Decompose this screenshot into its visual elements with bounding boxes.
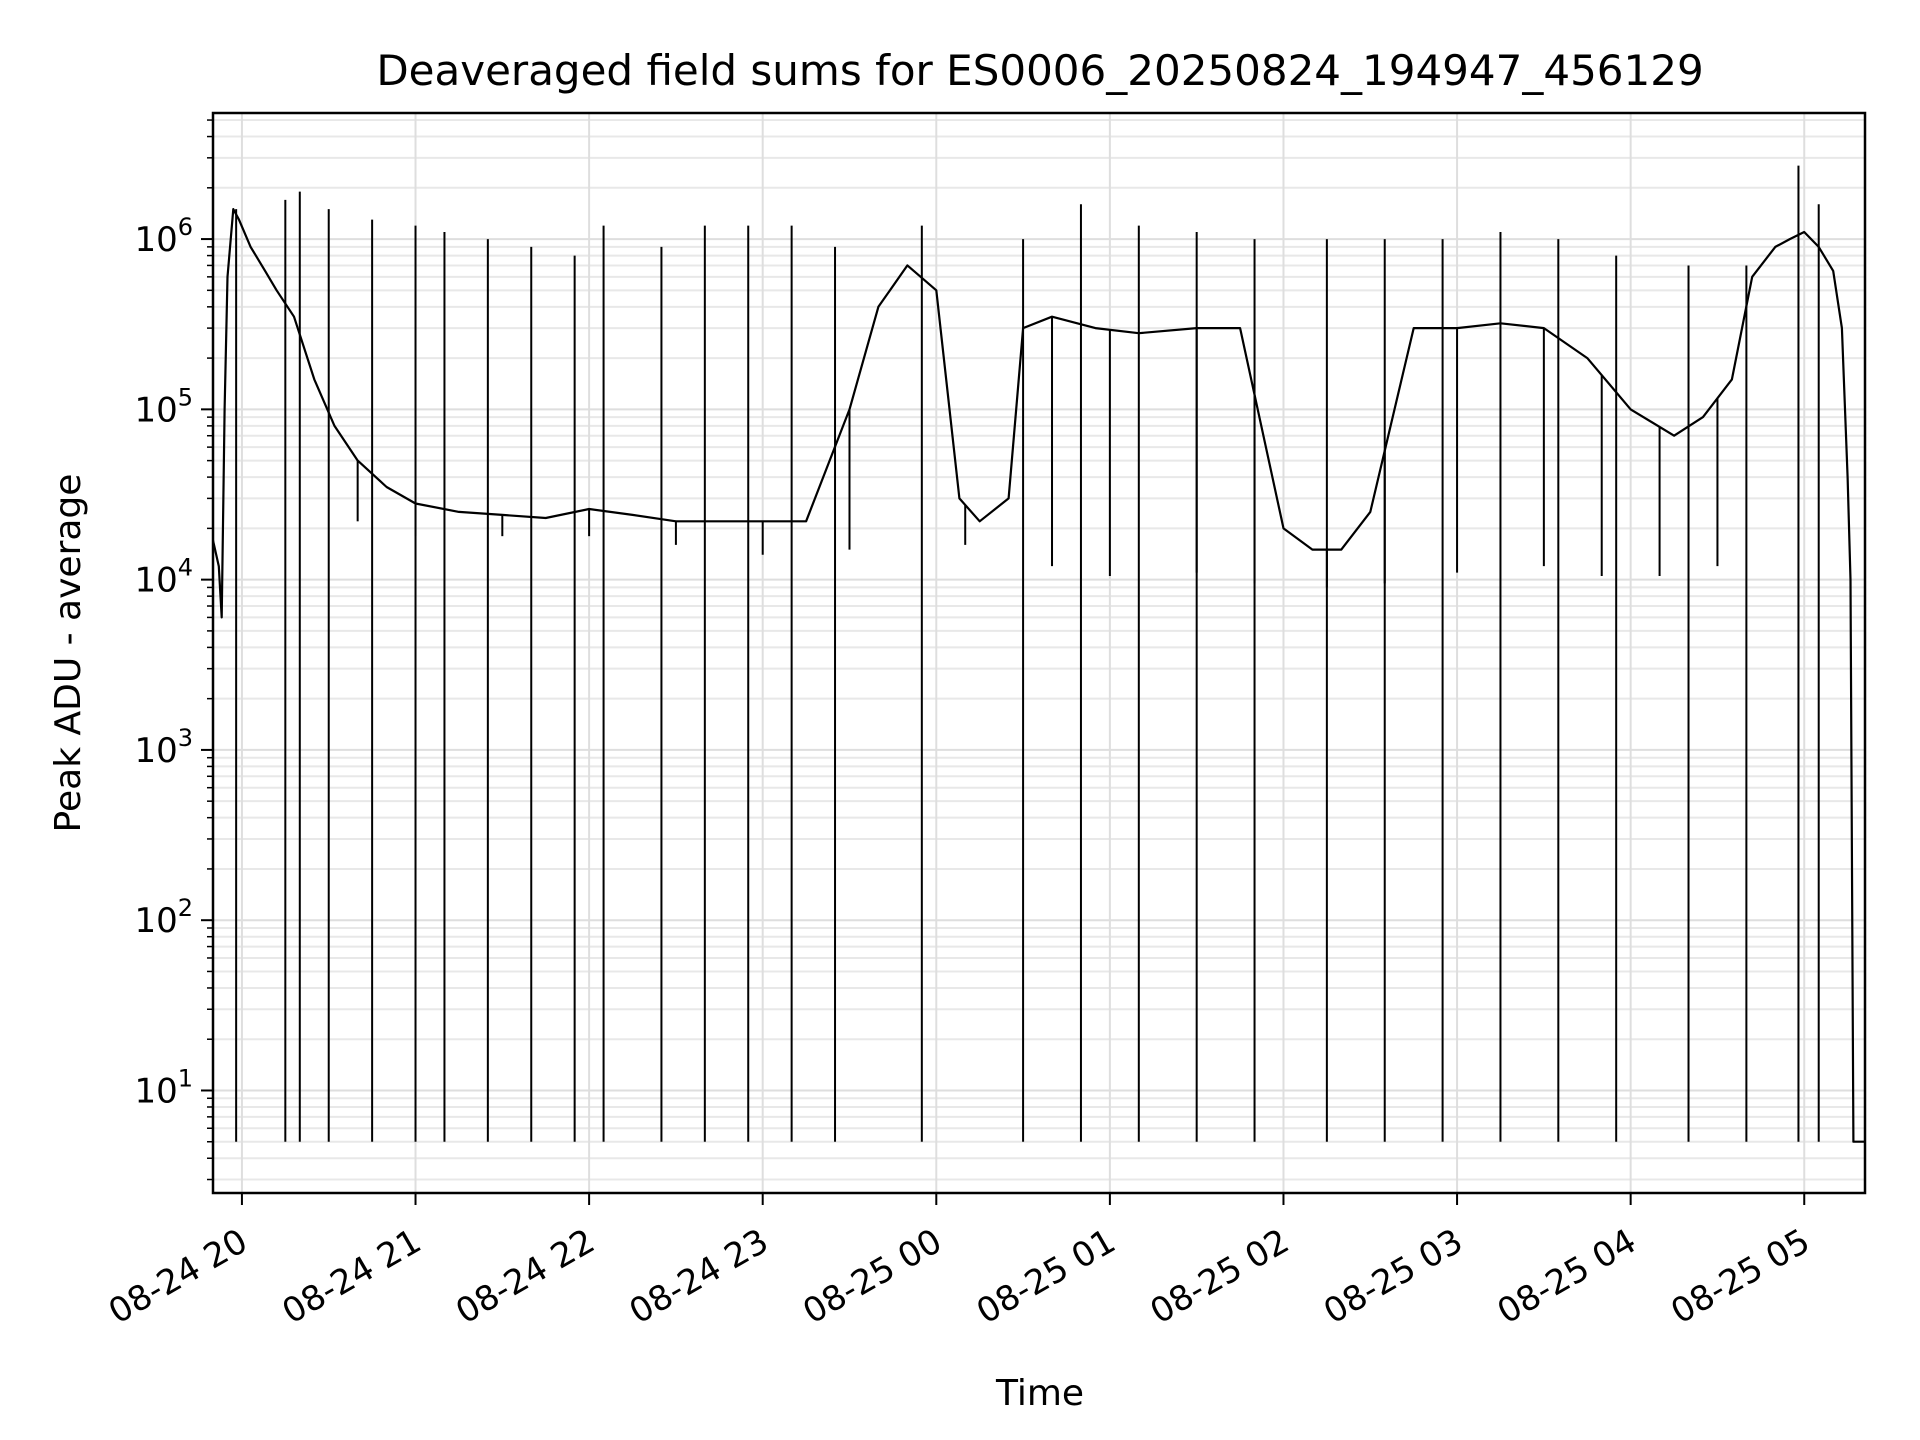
y-tick-label: 101 — [134, 1064, 193, 1111]
y-tick-label: 104 — [134, 554, 193, 601]
y-tick-label: 103 — [134, 724, 193, 771]
chart-title: Deaveraged field sums for ES0006_2025082… — [376, 46, 1703, 95]
plot-frame — [211, 111, 1867, 1195]
x-axis-label: Time — [995, 1373, 1084, 1414]
series-line — [211, 208, 1865, 1143]
y-tick-label: 106 — [134, 213, 193, 260]
y-axis-label: Peak ADU - average — [48, 474, 89, 833]
y-tick-label: 102 — [134, 894, 193, 941]
plot-area — [211, 165, 1865, 1143]
y-axis: 101 102 103 104 105 106 — [134, 119, 213, 1181]
y-tick-label: 105 — [134, 383, 193, 430]
